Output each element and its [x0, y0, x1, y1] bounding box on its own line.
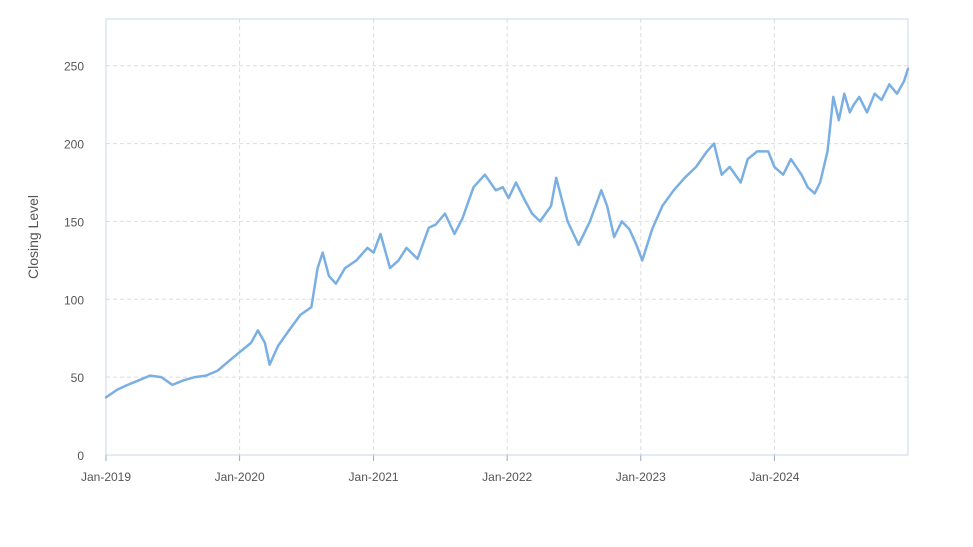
x-tick-label: Jan-2019	[81, 470, 131, 484]
y-tick-label: 250	[64, 60, 84, 74]
series-layer	[104, 67, 910, 399]
y-tick-label: 0	[77, 449, 84, 463]
y-tick-label: 50	[71, 371, 85, 385]
series-line	[104, 67, 910, 399]
x-tick-label: Jan-2024	[749, 470, 799, 484]
y-axis-title: Closing Level	[25, 195, 41, 279]
x-tick-label: Jan-2020	[215, 470, 265, 484]
x-tick-label: Jan-2023	[616, 470, 666, 484]
y-tick-label: 200	[64, 138, 84, 152]
tick-labels: 0 50 100 150 200 250 Jan-2019 Jan-2020 Jan-2021 J…	[64, 60, 800, 484]
y-tick-label: 100	[64, 293, 84, 307]
grid	[106, 19, 908, 455]
x-tick-label: Jan-2022	[482, 470, 532, 484]
x-tick-label: Jan-2021	[349, 470, 399, 484]
axes	[105, 18, 909, 461]
y-tick-label: 150	[64, 215, 84, 229]
